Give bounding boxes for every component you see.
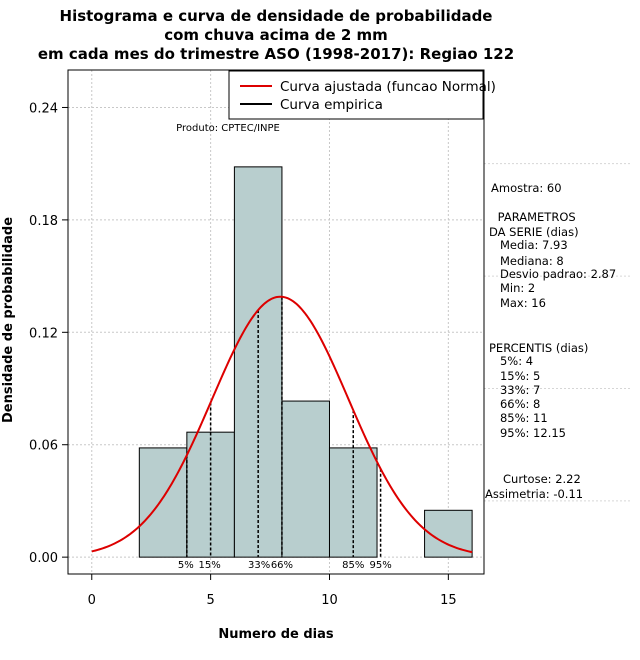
legend-label: Curva empirica xyxy=(280,97,383,113)
title-line: Histograma e curva de densidade de proba… xyxy=(60,7,493,25)
legend: Curva ajustada (funcao Normal) Curva empi… xyxy=(228,70,496,120)
histogram-bar xyxy=(281,400,330,558)
y-tick-label: 0.18 xyxy=(29,214,58,229)
stat-line: Curtose: 2.22 xyxy=(503,472,581,486)
stat-line: Assimetria: -0.11 xyxy=(485,487,583,501)
title-line: em cada mes do trimestre ASO (1998-2017)… xyxy=(38,45,514,63)
stat-line: Max: 16 xyxy=(489,296,546,310)
x-axis-label: Numero de dias xyxy=(218,627,334,642)
percentile-lines: 5% 15% 33% 66% 85% 95% xyxy=(178,296,392,571)
stat-line: Desvio padrao: 2.87 xyxy=(489,267,616,281)
stat-line: Min: 2 xyxy=(489,281,535,295)
chart-title: Histograma e curva de densidade de proba… xyxy=(38,7,514,63)
histogram-bar xyxy=(138,447,188,558)
y-tick-label: 0.12 xyxy=(29,326,58,341)
stat-line: Media: 7.93 xyxy=(489,238,568,252)
legend-label: Curva ajustada (funcao Normal) xyxy=(280,79,496,95)
stat-line: 85%: 11 xyxy=(489,411,548,425)
y-tick-label: 0.00 xyxy=(29,551,58,566)
x-tick-label: 15 xyxy=(440,593,457,608)
title-line: com chuva acima de 2 mm xyxy=(164,26,388,44)
y-axis-label: Densidade de probabilidade xyxy=(1,217,16,423)
stat-line: Mediana: 8 xyxy=(489,254,564,268)
x-tick-label: 0 xyxy=(88,593,96,608)
y-tick-label: 0.06 xyxy=(29,439,58,454)
stat-line: 33%: 7 xyxy=(489,383,540,397)
percentile-label: 95% xyxy=(369,560,391,571)
stat-line: Amostra: 60 xyxy=(491,181,562,195)
normal-curve xyxy=(91,295,473,554)
y-tick-label: 0.24 xyxy=(29,101,58,116)
stat-line: DA SERIE (dias) xyxy=(489,225,579,239)
percentile-label: 33% xyxy=(248,560,270,571)
stat-line: 95%: 12.15 xyxy=(489,426,566,440)
percentile-label: 85% xyxy=(342,560,364,571)
product-label: Produto: CPTEC/INPE xyxy=(176,123,280,134)
histogram-bars xyxy=(138,166,473,558)
percentile-label: 66% xyxy=(271,560,293,571)
y-axis: 0.00 0.06 0.12 0.18 0.24 xyxy=(29,101,68,566)
stat-line: 66%: 8 xyxy=(489,397,540,411)
stat-line: 15%: 5 xyxy=(489,369,540,383)
x-tick-label: 5 xyxy=(206,593,214,608)
legend-box xyxy=(228,70,484,120)
stat-line: PERCENTIS (dias) xyxy=(489,341,588,355)
percentile-label: 5% xyxy=(178,560,194,571)
stat-line: PARAMETROS xyxy=(494,210,576,224)
x-axis: 0 5 10 15 xyxy=(88,574,457,608)
stat-line: 5%: 4 xyxy=(489,354,533,368)
plot-frame xyxy=(67,69,485,575)
x-tick-label: 10 xyxy=(321,593,338,608)
percentile-label: 15% xyxy=(199,560,221,571)
